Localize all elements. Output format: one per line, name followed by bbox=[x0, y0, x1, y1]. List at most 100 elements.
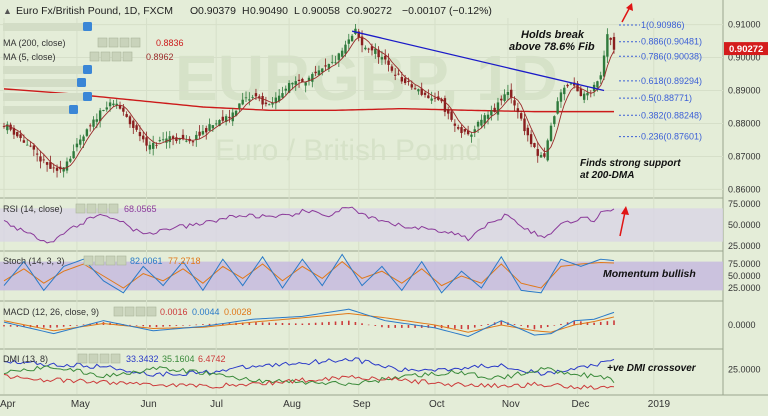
macd-histogram-bar bbox=[261, 322, 264, 325]
legend-icon[interactable] bbox=[130, 37, 141, 48]
header-collapse-icon[interactable]: ▲ bbox=[3, 6, 12, 16]
macd-legend[interactable]: MACD (12, 26, close, 9) 0.0016 0.0044 0.… bbox=[3, 306, 252, 317]
candle-body bbox=[510, 89, 513, 98]
dmi-series-line bbox=[3, 365, 615, 387]
legend-settings-icon[interactable] bbox=[69, 105, 78, 114]
legend-icon[interactable] bbox=[75, 203, 86, 214]
candle-body bbox=[543, 153, 546, 157]
candle-body bbox=[357, 31, 360, 38]
legend-icon[interactable] bbox=[108, 37, 119, 48]
macd-histogram-bar bbox=[36, 325, 38, 328]
candle-body bbox=[324, 65, 327, 67]
collapsed-legend-rows[interactable] bbox=[3, 22, 92, 114]
candle-body bbox=[387, 60, 390, 65]
ma200-series-line bbox=[3, 88, 614, 113]
candle-body bbox=[602, 55, 606, 77]
legend-icon[interactable] bbox=[122, 51, 133, 62]
legend-icon[interactable] bbox=[119, 37, 130, 48]
collapsed-legend-row[interactable] bbox=[3, 23, 89, 31]
legend-settings-icon[interactable] bbox=[83, 65, 92, 74]
candle-body bbox=[483, 115, 486, 124]
legend-icon[interactable] bbox=[97, 203, 108, 214]
legend-icon[interactable] bbox=[135, 306, 146, 317]
candle-body bbox=[503, 94, 506, 101]
legend-toolbar-icons[interactable] bbox=[113, 306, 157, 317]
rsi-legend[interactable]: RSI (14, close) 68.0565 bbox=[3, 203, 157, 214]
macd-histogram-bar bbox=[394, 325, 396, 328]
candle-body bbox=[268, 104, 271, 106]
legend-icon[interactable] bbox=[124, 306, 135, 317]
candle-body bbox=[447, 109, 450, 114]
legend-icon[interactable] bbox=[105, 255, 116, 266]
legend-icon[interactable] bbox=[113, 306, 124, 317]
collapsed-legend-row[interactable] bbox=[3, 93, 89, 101]
legend-toolbar-icons[interactable] bbox=[83, 255, 127, 266]
legend-icon[interactable] bbox=[86, 203, 97, 214]
fib-level-label: 0.886(0.90481) bbox=[641, 37, 702, 47]
legend-icon[interactable] bbox=[108, 203, 119, 214]
dmi-legend[interactable]: DMI (13, 8) 33.3432 35.1604 6.4742 bbox=[3, 353, 226, 364]
y-tick-label: 0.89000 bbox=[728, 86, 761, 96]
ma200-legend[interactable]: MA (200, close) 0.8836 bbox=[3, 37, 184, 48]
stoch-legend[interactable]: Stoch (14, 3, 3) 82.0061 77.2718 bbox=[3, 255, 201, 266]
candle-body bbox=[440, 98, 443, 102]
collapsed-legend-row[interactable] bbox=[3, 66, 89, 74]
candle-body bbox=[65, 161, 69, 171]
candle-body bbox=[277, 95, 281, 102]
macd-histogram-bar bbox=[407, 325, 410, 328]
legend-icon[interactable] bbox=[100, 51, 111, 62]
legend-toolbar-icons[interactable] bbox=[89, 51, 133, 62]
candle-body bbox=[344, 44, 347, 54]
candle-body bbox=[201, 131, 205, 135]
legend-icon[interactable] bbox=[146, 306, 157, 317]
legend-toolbar-icons[interactable] bbox=[75, 203, 119, 214]
y-tick-label: 0.87000 bbox=[728, 151, 761, 161]
legend-icon[interactable] bbox=[97, 37, 108, 48]
fib-level-label: 0.236(0.87601) bbox=[641, 132, 702, 142]
macd-histogram-bar bbox=[580, 321, 582, 325]
candle-body bbox=[360, 36, 364, 46]
candle-body bbox=[294, 81, 297, 85]
legend-icon[interactable] bbox=[77, 353, 88, 364]
collapsed-legend-row[interactable] bbox=[3, 106, 75, 114]
legend-settings-icon[interactable] bbox=[83, 22, 92, 31]
legend-icon[interactable] bbox=[89, 51, 100, 62]
legend-settings-icon[interactable] bbox=[83, 92, 92, 101]
legend-settings-icon[interactable] bbox=[77, 78, 86, 87]
macd-histogram-bar bbox=[321, 322, 324, 325]
macd-histogram-bar bbox=[195, 324, 198, 326]
legend-toolbar-icons[interactable] bbox=[77, 353, 121, 364]
candle-body bbox=[234, 110, 238, 116]
candle-body bbox=[559, 92, 563, 102]
legend-icon[interactable] bbox=[83, 255, 94, 266]
candle-body bbox=[2, 126, 6, 127]
candle-body bbox=[393, 74, 397, 76]
legend-toolbar-icons[interactable] bbox=[97, 37, 141, 48]
ma5-legend[interactable]: MA (5, close) 0.8962 bbox=[3, 51, 174, 62]
candle-body bbox=[244, 97, 248, 99]
support-line2: at 200-DMA bbox=[580, 170, 634, 181]
candle-body bbox=[493, 107, 496, 112]
legend-icon[interactable] bbox=[94, 255, 105, 266]
collapsed-legend-row[interactable] bbox=[3, 79, 83, 87]
candle-body bbox=[241, 99, 244, 105]
legend-icon[interactable] bbox=[111, 51, 122, 62]
candle-body bbox=[450, 111, 453, 120]
macd-histogram-bar bbox=[334, 321, 337, 325]
legend-icon[interactable] bbox=[110, 353, 121, 364]
macd-histogram-bar bbox=[82, 324, 85, 326]
candle-body bbox=[271, 102, 274, 105]
macd-histogram-bar bbox=[76, 325, 78, 326]
candle-body bbox=[135, 125, 138, 130]
candle-body bbox=[291, 82, 294, 85]
ohlc-value: 0.90379 bbox=[198, 5, 236, 17]
legend-icon[interactable] bbox=[116, 255, 127, 266]
candle-body bbox=[397, 73, 400, 75]
dmi-plus-value: 33.3432 bbox=[126, 354, 159, 364]
legend-icon[interactable] bbox=[99, 353, 110, 364]
macd-histogram-bar bbox=[182, 325, 184, 326]
macd-histogram-bar bbox=[208, 323, 211, 325]
candle-body bbox=[168, 136, 171, 143]
legend-icon[interactable] bbox=[88, 353, 99, 364]
candle-body bbox=[529, 134, 533, 145]
